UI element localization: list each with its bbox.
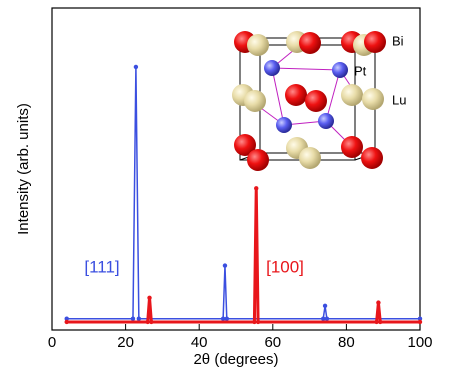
data-point	[374, 319, 379, 325]
data-point	[133, 64, 139, 70]
data-point	[376, 300, 381, 305]
x-tick-label: 60	[264, 334, 281, 351]
x-tick-label: 20	[117, 334, 134, 351]
legend-label: [100]	[266, 257, 304, 276]
plot-frame	[51, 7, 421, 331]
x-tick-label: 40	[191, 334, 208, 351]
inset-label: Lu	[392, 92, 406, 107]
data-point	[64, 319, 69, 325]
data-point	[130, 316, 136, 321]
x-tick-label: 0	[48, 334, 56, 351]
data-point	[220, 316, 226, 321]
data-point	[322, 303, 328, 309]
data-point	[255, 319, 261, 325]
data-point	[324, 316, 330, 321]
data-point	[417, 319, 423, 325]
legend-label: [111]	[84, 257, 119, 276]
x-tick-label: 80	[338, 334, 355, 351]
inset-structure: Bi Pt Lu	[232, 31, 406, 171]
data-point	[222, 263, 228, 268]
data-point	[145, 319, 150, 325]
data-point	[149, 319, 154, 325]
data-point	[224, 316, 229, 321]
data-point	[378, 319, 383, 325]
inset-label: Bi	[392, 33, 404, 48]
data-point	[147, 295, 152, 300]
data-point	[64, 316, 69, 321]
x-tick-label: 100	[407, 334, 432, 351]
data-point	[254, 186, 259, 191]
data-point	[321, 316, 326, 321]
series-line	[66, 188, 420, 324]
x-axis-label: 2θ (degrees)	[193, 351, 278, 368]
inset-label: Pt	[354, 63, 367, 78]
y-axis-label: Intensity (arb. units)	[15, 103, 32, 235]
data-point	[417, 316, 423, 321]
data-point	[136, 316, 142, 321]
data-point	[252, 319, 257, 325]
